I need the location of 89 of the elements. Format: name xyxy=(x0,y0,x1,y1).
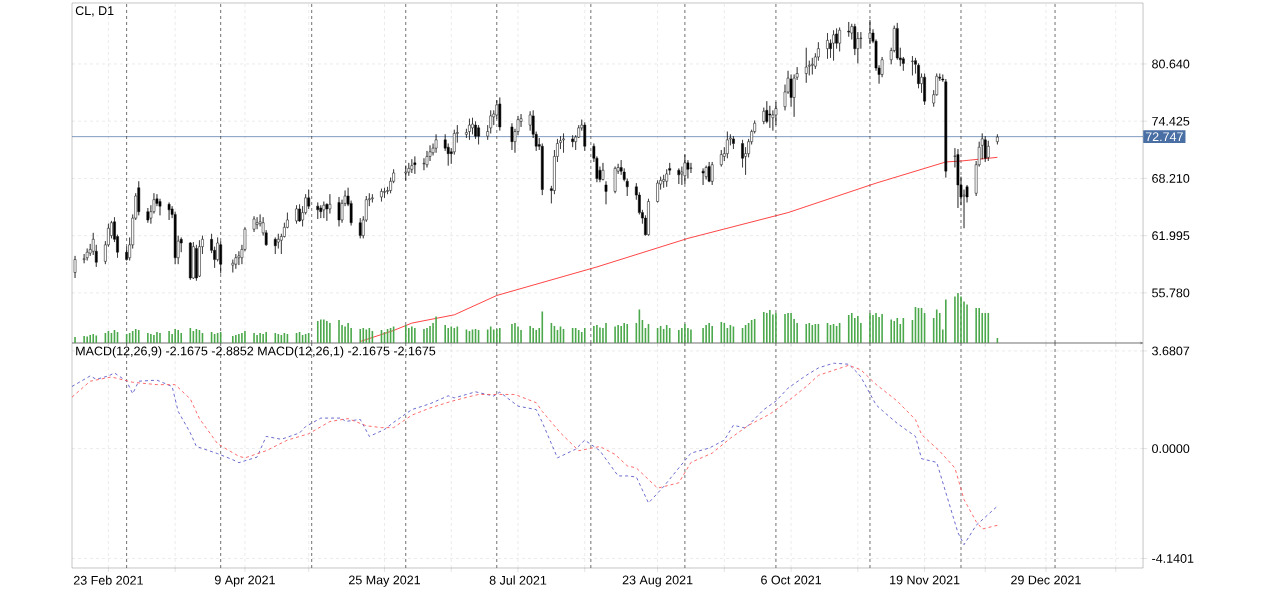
candlestick xyxy=(474,121,477,140)
y-tick-label: 3.6807 xyxy=(1152,346,1190,356)
candlestick xyxy=(188,241,192,281)
y-tick-label: 80.640 xyxy=(1152,59,1190,69)
candlestick xyxy=(562,133,565,153)
y-tick-label: 68.210 xyxy=(1152,174,1190,183)
candlestick xyxy=(956,148,960,209)
candlestick xyxy=(804,47,808,83)
candlestick xyxy=(234,253,238,270)
candlestick xyxy=(983,135,987,163)
candlestick xyxy=(498,97,502,131)
candlestick xyxy=(319,204,323,219)
candlestick xyxy=(604,181,608,205)
y-tick-label: 55.780 xyxy=(1152,288,1190,298)
candlestick xyxy=(167,202,171,221)
candlestick xyxy=(944,78,948,178)
candlestick xyxy=(413,156,417,175)
candlestick xyxy=(732,135,735,150)
candlestick xyxy=(911,55,914,76)
candlestick xyxy=(371,193,374,203)
candlestick xyxy=(434,134,438,153)
candlestick xyxy=(832,30,835,61)
candlestick xyxy=(407,162,411,177)
candlestick xyxy=(677,168,681,185)
x-tick-label: 9 Apr 2021 xyxy=(214,575,275,587)
candlestick xyxy=(847,21,851,37)
candlestick xyxy=(701,168,705,186)
x-tick-label: 29 Dec 2021 xyxy=(1011,575,1081,585)
candlestick xyxy=(838,27,841,52)
candlestick xyxy=(923,73,926,106)
candlestick xyxy=(707,161,711,183)
candlestick xyxy=(273,237,277,255)
candlestick xyxy=(810,57,814,75)
candlestick xyxy=(252,216,256,233)
candlestick xyxy=(146,207,150,223)
candlestick xyxy=(726,131,729,159)
x-tick-label: 19 Nov 2021 xyxy=(890,575,960,585)
candlestick xyxy=(158,198,162,216)
candlestick xyxy=(192,241,195,280)
candlestick xyxy=(601,162,605,181)
candlestick xyxy=(85,248,89,261)
candlestick xyxy=(583,122,587,152)
candlestick xyxy=(307,189,310,210)
candlestick xyxy=(826,32,829,60)
x-tick-label: 23 Feb 2021 xyxy=(73,575,143,585)
y-tick-label: 61.995 xyxy=(1152,231,1190,241)
candlestick xyxy=(295,204,298,224)
candlestick xyxy=(255,216,259,230)
candlestick xyxy=(337,196,341,227)
candlestick xyxy=(683,154,687,185)
candlestick xyxy=(719,149,723,167)
candlestick xyxy=(198,239,201,278)
chart-title: MACD(12,26,9) -2.1675 -2.8852 MACD(12,26,1) -2.1675 -2.1675 xyxy=(76,346,436,358)
candlestick xyxy=(986,140,990,162)
candlestick xyxy=(358,217,362,239)
x-tick-label: 23 Aug 2021 xyxy=(622,575,693,587)
candlestick xyxy=(404,165,408,181)
y-tick-label: 0.0000 xyxy=(1152,444,1190,454)
candlestick xyxy=(219,240,223,274)
candlestick xyxy=(468,118,471,141)
candlestick xyxy=(768,105,772,129)
candlestick xyxy=(316,202,320,220)
candlestick xyxy=(410,158,414,174)
ref-line-label: 72.747 xyxy=(1145,132,1183,142)
candlestick xyxy=(195,244,198,281)
candlestick xyxy=(137,181,141,216)
x-tick-label: 6 Oct 2021 xyxy=(761,575,822,585)
candlestick xyxy=(477,124,480,145)
line-series xyxy=(359,156,998,342)
candlestick xyxy=(656,180,659,203)
candlestick xyxy=(765,100,769,124)
y-tick-label: -4.1401 xyxy=(1152,554,1194,563)
y-tick-label: 74.425 xyxy=(1152,116,1190,126)
x-tick-label: 8 Jul 2021 xyxy=(489,575,547,585)
candlestick xyxy=(571,134,574,148)
candlestick xyxy=(380,188,383,202)
candlestick xyxy=(383,187,386,199)
candlestick xyxy=(647,198,650,236)
candlestick xyxy=(322,201,326,219)
candlestick xyxy=(82,253,86,264)
candlestick xyxy=(298,204,301,223)
candlestick xyxy=(73,255,77,279)
chart-title: CL, D1 xyxy=(75,6,114,17)
candlestick xyxy=(510,123,514,151)
candlestick xyxy=(710,161,714,186)
candlestick xyxy=(996,134,999,145)
candlestick xyxy=(868,19,872,45)
x-tick-label: 25 May 2021 xyxy=(349,575,421,587)
candlestick xyxy=(613,166,617,194)
